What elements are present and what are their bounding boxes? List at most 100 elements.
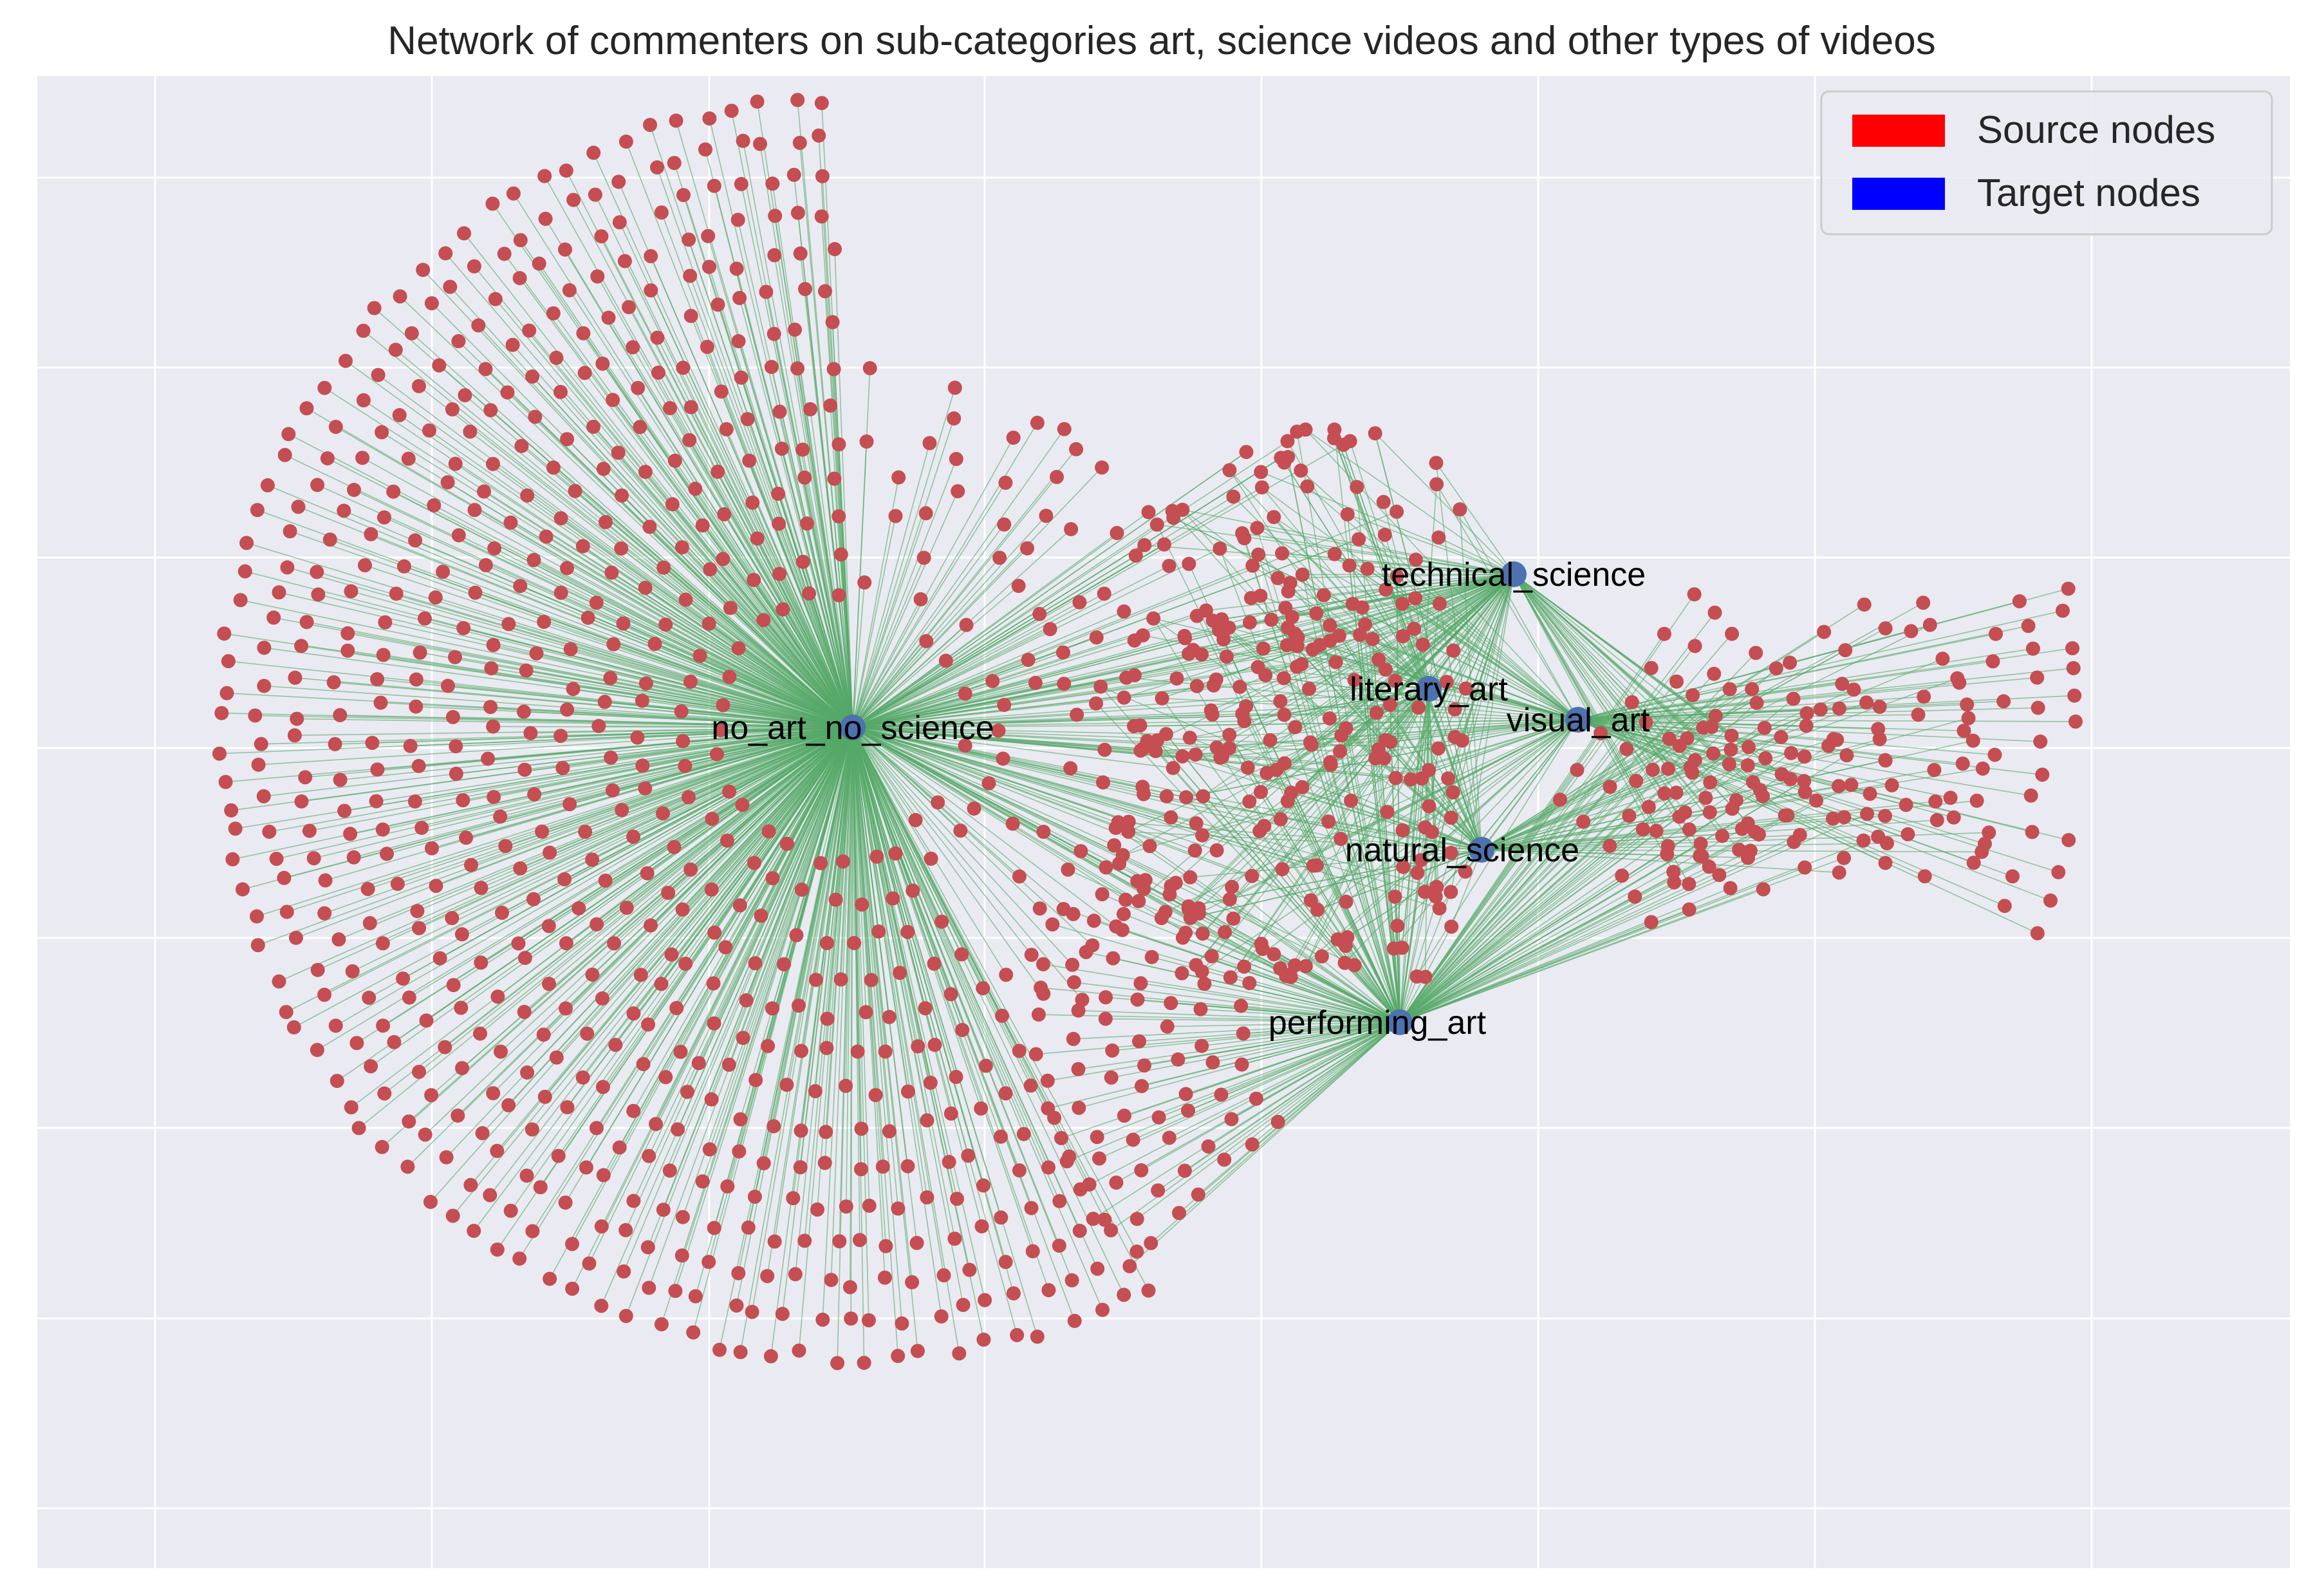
edge-687-0 — [852, 585, 1019, 728]
edge-695-0 — [852, 601, 1080, 728]
source-node-902 — [1649, 823, 1664, 838]
source-node-159 — [707, 1016, 721, 1031]
source-node-1251 — [1283, 969, 1298, 984]
source-node-978 — [1904, 624, 1919, 639]
source-node-793 — [1105, 1043, 1120, 1058]
source-node-367 — [810, 1202, 824, 1217]
source-node-652 — [1010, 1327, 1025, 1342]
edge-513-0 — [673, 162, 853, 728]
source-node-228 — [503, 515, 518, 530]
source-node-659 — [931, 795, 945, 810]
source-node-85 — [707, 925, 722, 940]
source-node-508 — [812, 128, 826, 143]
edge-394-0 — [408, 458, 853, 728]
source-node-972 — [1872, 699, 1887, 714]
source-node-733 — [947, 411, 962, 426]
source-node-850 — [1594, 726, 1608, 740]
source-node-912 — [1758, 751, 1773, 765]
edge-1083-2 — [852, 457, 1281, 728]
source-node-1042 — [1975, 845, 1989, 859]
edge-595-0 — [445, 252, 853, 728]
source-node-1130 — [1251, 547, 1266, 562]
source-node-383 — [644, 248, 658, 263]
source-node-913 — [1666, 865, 1681, 879]
source-node-343 — [365, 736, 380, 750]
source-node-399 — [344, 584, 358, 599]
source-node-170 — [826, 362, 841, 377]
edge-1178-1 — [1283, 462, 1429, 689]
source-node-430 — [832, 1234, 847, 1249]
source-node-143 — [537, 615, 552, 629]
source-node-615 — [218, 774, 233, 789]
source-node-855 — [1703, 775, 1718, 790]
source-node-1170 — [1408, 591, 1423, 606]
source-node-583 — [750, 94, 765, 109]
source-node-164 — [850, 1044, 865, 1059]
source-node-467 — [288, 670, 302, 685]
edge-1258-1 — [1402, 603, 1579, 720]
source-node-612 — [219, 686, 234, 700]
source-node-1035 — [1838, 643, 1853, 657]
source-node-136 — [667, 453, 682, 468]
source-node-182 — [539, 529, 553, 544]
source-node-1188 — [1309, 858, 1324, 873]
source-node-38 — [832, 509, 846, 524]
source-node-398 — [358, 558, 372, 573]
source-node-10 — [735, 798, 750, 812]
edge-1269-2 — [1282, 552, 1514, 575]
source-node-341 — [370, 672, 385, 687]
edge-532-0 — [290, 530, 853, 728]
source-node-462 — [322, 532, 337, 547]
source-node-1021 — [1745, 682, 1760, 697]
source-node-233 — [448, 650, 462, 664]
source-node-649 — [910, 1344, 925, 1358]
source-node-1222 — [1198, 603, 1213, 618]
source-node-1242 — [1254, 465, 1269, 480]
source-node-1263 — [1343, 434, 1357, 449]
edge-882-0 — [1399, 813, 1868, 1023]
source-node-1000 — [2025, 641, 2040, 656]
source-node-335 — [427, 498, 442, 512]
source-node-1148 — [1280, 434, 1295, 449]
edge-853-0 — [1399, 829, 1743, 1023]
edge-651-0 — [852, 727, 985, 1340]
source-node-0 — [832, 588, 846, 603]
source-node-365 — [747, 1190, 762, 1204]
source-node-499 — [877, 1270, 892, 1285]
source-node-1173 — [1360, 561, 1375, 576]
source-node-519 — [513, 233, 528, 248]
edge-743-0 — [852, 467, 1102, 728]
edge-1086-0 — [1436, 483, 1579, 720]
source-node-457 — [392, 407, 407, 422]
source-node-963 — [1797, 749, 1812, 764]
source-node-95 — [832, 437, 846, 452]
source-node-1238 — [1347, 958, 1362, 973]
edge-774-0 — [1223, 1022, 1400, 1161]
edge-701-0 — [852, 727, 1032, 955]
source-node-1133 — [1209, 672, 1223, 687]
edge-761-0 — [1213, 1022, 1400, 1063]
source-node-149 — [527, 787, 542, 801]
edge-1240-0 — [1230, 719, 1579, 978]
source-node-606 — [250, 503, 265, 518]
source-node-46 — [647, 637, 662, 651]
source-node-40 — [772, 516, 786, 531]
edge-1233-2 — [1166, 733, 1400, 1023]
edge-822-0 — [1047, 1022, 1400, 1082]
source-node-864 — [1740, 758, 1755, 773]
edge-549-0 — [335, 727, 853, 1026]
source-node-1191 — [1264, 612, 1279, 627]
edge-1081-0 — [1375, 433, 1514, 575]
source-node-660 — [958, 738, 972, 753]
source-node-338 — [389, 586, 404, 601]
source-node-241 — [474, 881, 488, 895]
source-node-897 — [1641, 800, 1656, 814]
source-node-825 — [1059, 1154, 1074, 1168]
edge-622-0 — [279, 727, 853, 982]
source-node-414 — [419, 1013, 434, 1028]
source-node-761 — [1205, 1055, 1220, 1070]
edge-521-0 — [474, 266, 853, 728]
source-node-631 — [423, 1195, 438, 1209]
edge-555-0 — [446, 727, 853, 1158]
source-node-1268 — [1290, 630, 1305, 645]
